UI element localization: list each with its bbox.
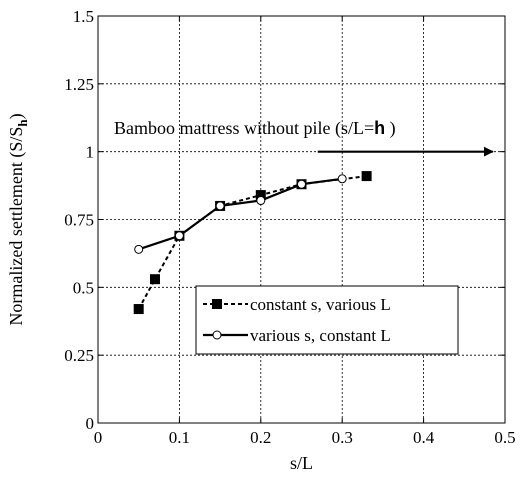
- y-axis-title-close: ): [6, 113, 27, 119]
- y-axis-title-subscript: h: [15, 119, 30, 127]
- data-point-circle: [256, 196, 266, 206]
- data-point-circle: [134, 244, 144, 254]
- data-point-square: [133, 304, 144, 315]
- y-axis-tick-labels: 0 0.25 0.5 0.75 1 1.25 1.5: [64, 7, 94, 433]
- x-tick-label: 0.2: [250, 428, 271, 447]
- data-point-square: [361, 171, 372, 182]
- annotation-text-close: ): [385, 118, 396, 139]
- x-tick-label: 0.1: [169, 428, 190, 447]
- data-point-square: [149, 274, 160, 285]
- data-point-circle: [212, 330, 222, 340]
- legend: constant s, various L various s, constant…: [195, 285, 459, 355]
- y-axis-title: Normalized settlement (S/Sh): [6, 113, 30, 325]
- annotation-text: Bamboo mattress without pile (s/L=h ): [114, 118, 396, 139]
- x-axis-tick-labels: 0 0.1 0.2 0.3 0.4 0.5: [94, 428, 516, 447]
- x-tick-label: 0.4: [413, 428, 435, 447]
- data-point-circle: [297, 179, 306, 189]
- axis-ticks: [97, 15, 506, 424]
- data-point-circle: [215, 201, 225, 211]
- y-axis-title-main: Normalized settlement (S/S: [6, 127, 27, 326]
- legend-item-1: constant s, various L: [203, 295, 391, 314]
- y-tick-label: 1.25: [64, 75, 94, 94]
- annotation: Bamboo mattress without pile (s/L=h ): [114, 118, 494, 157]
- y-tick-label: 0.75: [64, 211, 94, 230]
- x-tick-label: 0.3: [332, 428, 353, 447]
- data-series: [133, 171, 372, 315]
- legend-label: various s, constant L: [250, 326, 391, 345]
- legend-label: constant s, various L: [250, 295, 391, 314]
- x-axis-title: s/L: [290, 453, 313, 473]
- series-line: [138, 177, 343, 251]
- x-tick-label: 0: [94, 428, 103, 447]
- y-tick-label: 0.5: [73, 278, 94, 297]
- annotation-text-symbol: h: [374, 118, 385, 138]
- data-point-circle: [337, 174, 347, 184]
- y-tick-label: 0: [86, 414, 95, 433]
- y-tick-label: 0.25: [64, 346, 94, 365]
- series-2: [134, 174, 347, 254]
- legend-item-2: various s, constant L: [203, 326, 391, 345]
- grid-lines: [98, 16, 505, 423]
- legend-box: [195, 285, 459, 355]
- y-tick-label: 1.5: [73, 7, 94, 26]
- x-tick-label: 0.5: [494, 428, 515, 447]
- y-tick-label: 1: [86, 143, 95, 162]
- annotation-text-main: Bamboo mattress without pile (s/L=: [114, 118, 374, 139]
- data-point-square: [212, 299, 222, 309]
- data-point-square: [255, 190, 266, 201]
- data-point-circle: [174, 231, 184, 241]
- legend-items: constant s, various L various s, constant…: [203, 295, 391, 345]
